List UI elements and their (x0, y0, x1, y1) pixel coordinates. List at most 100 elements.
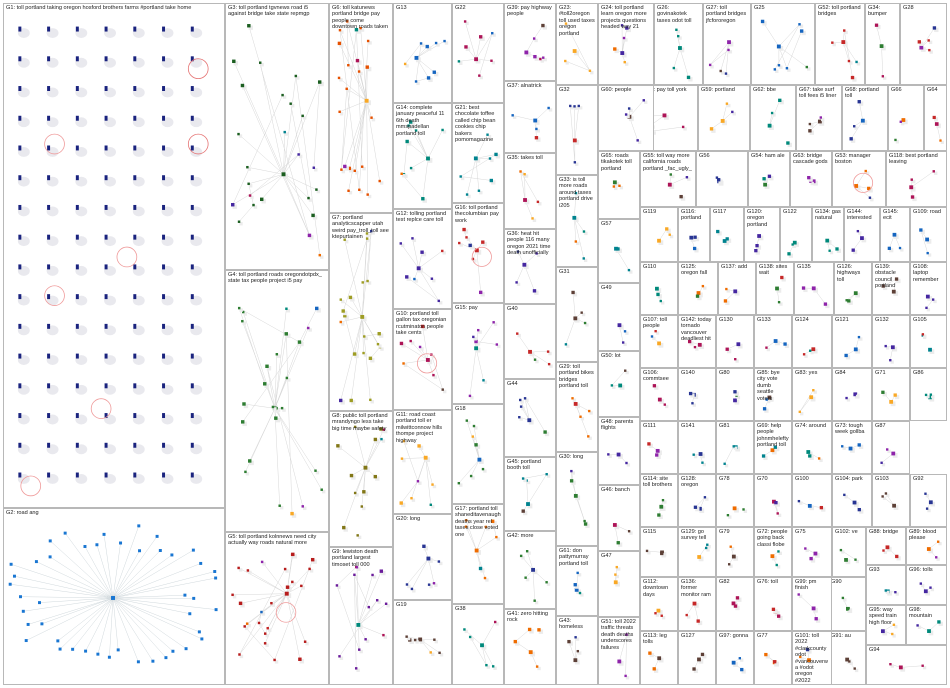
node (573, 402, 578, 406)
node (851, 248, 855, 252)
edge (855, 337, 860, 350)
node (727, 563, 731, 566)
node-shadow (427, 157, 433, 163)
group-label-g106: G106: commtsee (643, 370, 669, 383)
node (75, 26, 79, 32)
node-shadow (308, 198, 313, 202)
edge (769, 112, 773, 126)
node (845, 396, 848, 400)
node-shadow (858, 444, 864, 449)
node-shadow (282, 95, 287, 99)
node (63, 531, 67, 535)
node-shadow (439, 301, 443, 305)
node (289, 102, 292, 105)
node (657, 656, 662, 661)
node-shadow (618, 324, 624, 330)
node-shadow (573, 217, 579, 223)
group-box-g91: G91: au (828, 631, 866, 685)
node (614, 573, 617, 576)
node-shadow (386, 604, 390, 608)
node (693, 505, 698, 509)
node (34, 560, 38, 564)
edge (911, 171, 934, 188)
node-shadow (483, 380, 488, 384)
node (133, 56, 137, 62)
edge (238, 567, 287, 594)
group-box-g107: G107: toll people (640, 315, 678, 368)
edge (565, 60, 591, 72)
node-shadow (242, 421, 247, 427)
group-box-g145: G145: ecit (880, 207, 910, 262)
node (928, 347, 932, 352)
node (828, 249, 831, 252)
node-shadow (844, 495, 848, 499)
node (104, 56, 108, 62)
node-shadow (663, 500, 667, 504)
group-network-g103 (881, 492, 899, 510)
node-shadow (882, 496, 887, 500)
edge (259, 62, 284, 175)
node-shadow (276, 408, 281, 412)
node (284, 332, 288, 336)
node (366, 279, 369, 283)
edge (466, 158, 477, 195)
node (464, 525, 468, 528)
group-box-g37: G37: alnatrick (504, 81, 556, 153)
node (463, 628, 466, 631)
node (102, 532, 106, 536)
node (932, 170, 935, 173)
group-network-g16 (458, 227, 492, 297)
group-box-g45: G45: portland booth toll (504, 457, 556, 531)
group-network-g87 (880, 448, 898, 467)
node (817, 457, 821, 460)
group-network-g21 (459, 133, 501, 199)
node (573, 161, 577, 164)
edge (365, 439, 376, 468)
group-label-g102: G102: ve (835, 529, 858, 535)
node (376, 342, 380, 346)
node (807, 658, 811, 663)
edge (112, 597, 154, 662)
node (774, 500, 778, 505)
node-shadow (359, 649, 363, 654)
node-shadow (928, 40, 933, 45)
group-label-g9: G9: lewiston death portland largest timo… (332, 549, 379, 568)
node-shadow (756, 245, 762, 250)
node-shadow (657, 294, 663, 299)
group-network-g94 (889, 663, 927, 672)
node (917, 40, 921, 44)
group-label-g14: G14: complete january peaceful 11 6th de… (396, 105, 445, 137)
node-shadow (375, 439, 380, 444)
node (231, 203, 235, 207)
node (655, 453, 659, 457)
node-shadow (548, 351, 552, 356)
node (362, 490, 366, 494)
group-network-g55 (667, 173, 691, 201)
node (360, 505, 364, 508)
node-shadow (305, 641, 309, 646)
node (491, 31, 494, 35)
node (780, 275, 784, 280)
node (18, 264, 22, 270)
node-shadow (883, 550, 888, 555)
node-shadow (239, 654, 244, 659)
node (770, 554, 775, 559)
edge (343, 467, 366, 528)
node-shadow (583, 258, 588, 263)
node-shadow (346, 89, 351, 93)
edge (532, 569, 535, 601)
group-network-g110 (655, 286, 665, 305)
node (697, 555, 702, 559)
group-label-g64: G64 (927, 87, 938, 93)
node-shadow (585, 323, 589, 327)
node-shadow (859, 509, 864, 514)
node-shadow (540, 59, 544, 63)
node (573, 658, 578, 663)
node (414, 129, 418, 132)
edge (565, 23, 591, 71)
group-box-g142: G142: today tornado vancouver deadliest … (678, 315, 716, 368)
node-shadow (379, 181, 384, 185)
node (190, 323, 194, 329)
node-shadow (653, 668, 659, 673)
node-shadow (442, 251, 446, 255)
